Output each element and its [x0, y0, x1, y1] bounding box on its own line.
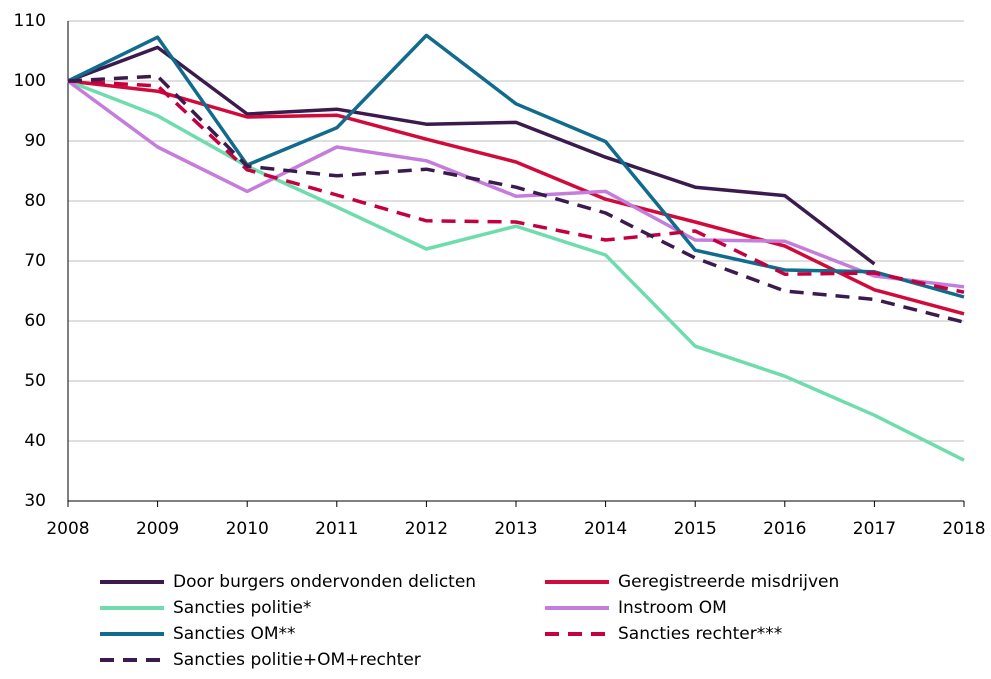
x-tick-label: 2012 [405, 519, 448, 539]
x-tick-label: 2009 [136, 519, 179, 539]
legend-label: Instroom OM [618, 598, 727, 618]
y-tick-label: 60 [24, 311, 46, 331]
x-tick-label: 2015 [674, 519, 717, 539]
x-tick-label: 2008 [46, 519, 89, 539]
series-line [67, 74, 965, 324]
legend-label: Sancties politie+OM+rechter [173, 650, 421, 670]
series-line [67, 79, 965, 294]
series-line [67, 45, 876, 266]
series-line [67, 33, 965, 299]
legend-label: Sancties politie* [173, 598, 311, 618]
y-tick-label: 80 [24, 191, 46, 211]
legend-label: Door burgers ondervonden delicten [173, 572, 476, 592]
y-tick-label: 110 [14, 11, 46, 31]
series-line [67, 79, 965, 462]
legend-label: Geregistreerde misdrijven [618, 572, 839, 592]
y-tick-label: 70 [24, 251, 46, 271]
x-tick-label: 2016 [763, 519, 806, 539]
x-tick-label: 2010 [226, 519, 269, 539]
x-tick-label: 2018 [942, 519, 985, 539]
series-line [66, 79, 965, 289]
x-tick-label: 2014 [584, 519, 627, 539]
series-line [67, 79, 965, 316]
x-tick-label: 2011 [315, 519, 358, 539]
y-tick-label: 30 [24, 491, 46, 511]
y-tick-label: 100 [14, 71, 46, 91]
legend-label: Sancties rechter*** [618, 624, 782, 644]
y-tick-label: 50 [24, 371, 46, 391]
legend-label: Sancties OM** [173, 624, 296, 644]
x-tick-label: 2017 [853, 519, 896, 539]
x-tick-label: 2013 [494, 519, 537, 539]
y-tick-label: 90 [24, 131, 46, 151]
y-tick-label: 40 [24, 431, 46, 451]
